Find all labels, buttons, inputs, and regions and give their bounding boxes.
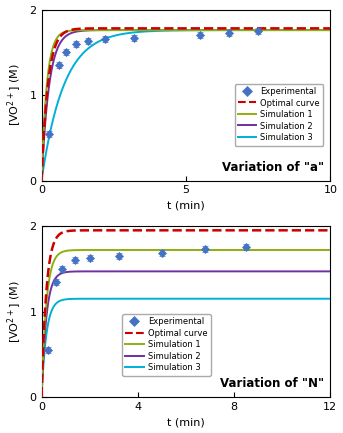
Text: Variation of "N": Variation of "N" (221, 377, 324, 390)
X-axis label: t (min): t (min) (167, 417, 205, 427)
Legend: Experimental, Optimal curve, Simulation 1, Simulation 2, Simulation 3: Experimental, Optimal curve, Simulation … (122, 314, 211, 376)
Legend: Experimental, Optimal curve, Simulation 1, Simulation 2, Simulation 3: Experimental, Optimal curve, Simulation … (235, 84, 323, 145)
Y-axis label: [VO$^{2+}$] (M): [VO$^{2+}$] (M) (5, 280, 24, 343)
Text: Variation of "a": Variation of "a" (223, 161, 324, 174)
Y-axis label: [VO$^{2+}$] (M): [VO$^{2+}$] (M) (5, 64, 24, 126)
X-axis label: t (min): t (min) (167, 201, 205, 211)
